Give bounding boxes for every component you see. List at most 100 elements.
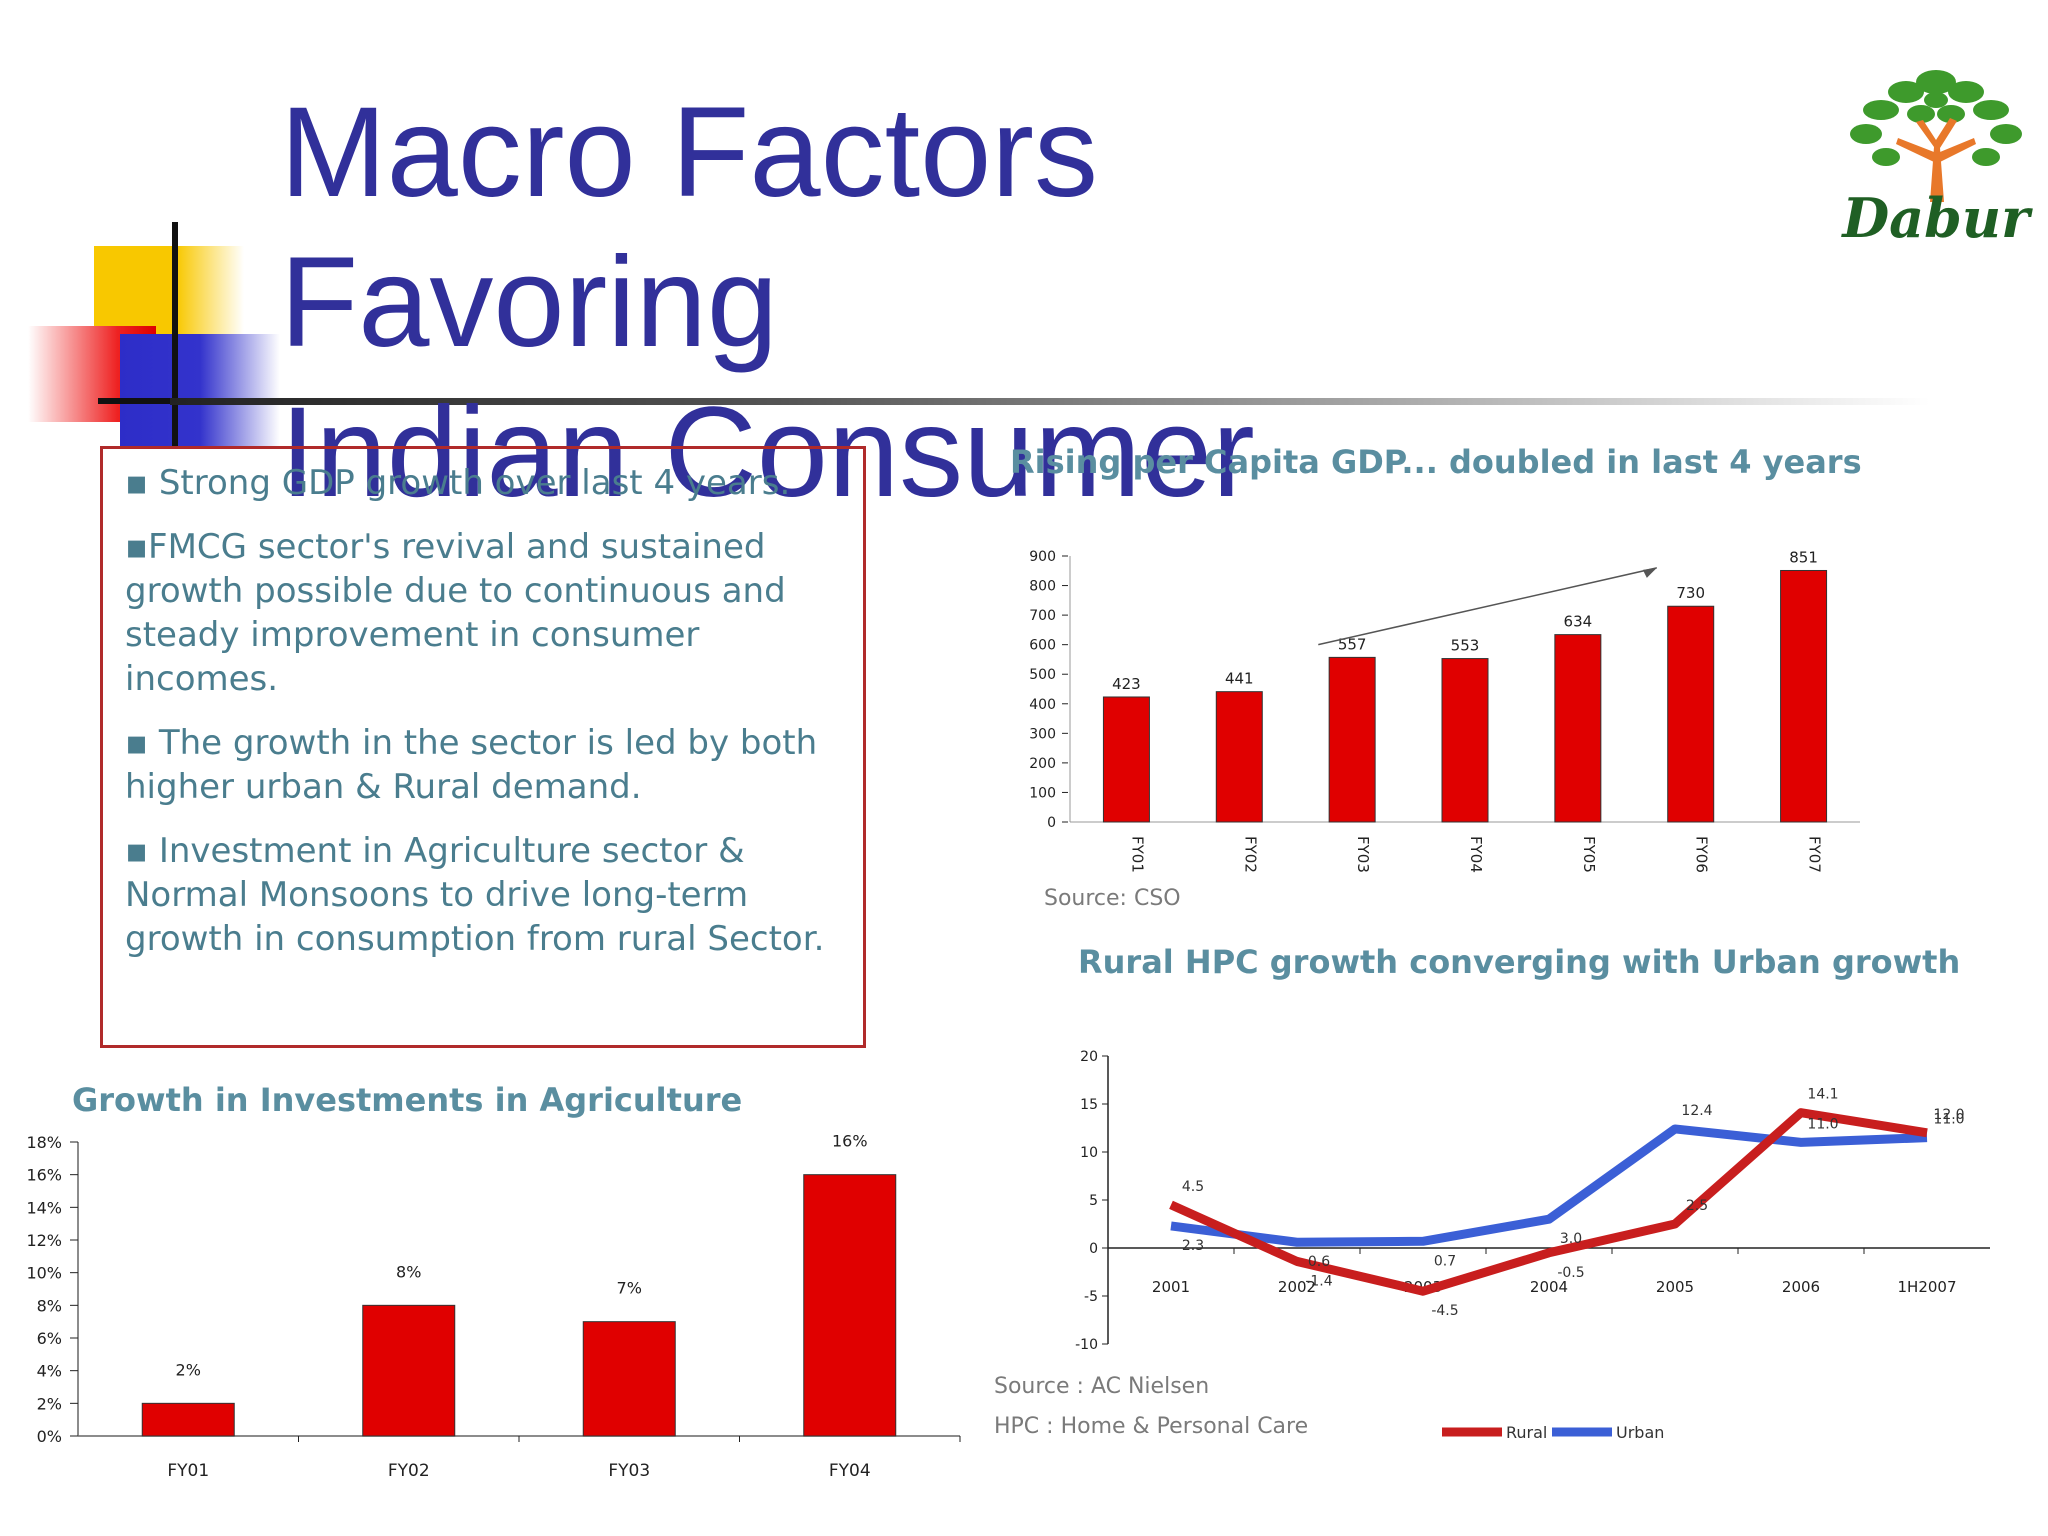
- agri-y-tick-label: 18%: [26, 1133, 62, 1152]
- gdp-bar-FY01: [1102, 696, 1150, 823]
- agri-y-tick-label: 2%: [37, 1394, 62, 1413]
- bullet-agriculture-investment: ▪ Investment in Agriculture sector & Nor…: [125, 831, 825, 959]
- dabur-logo-text: Dabur: [1842, 186, 2030, 250]
- rural-y-tick-label: 20: [1080, 1049, 1098, 1065]
- rural-y-tick-label: 15: [1080, 1097, 1098, 1113]
- gdp-value-label: 557: [1338, 635, 1367, 653]
- agri-y-tick-label: 14%: [26, 1198, 62, 1217]
- gdp-x-tick-label: FY03: [1354, 836, 1372, 873]
- gdp-y-tick-label: 0: [1047, 815, 1056, 831]
- rural-y-tick-label: -5: [1084, 1289, 1098, 1305]
- dabur-tree-logo: [1850, 70, 2022, 202]
- agri-y-tick-label: 6%: [37, 1329, 62, 1348]
- series-line-rural: [1169, 1108, 1928, 1296]
- agri-chart-title: Growth in Investments in Agriculture: [72, 1081, 743, 1119]
- agri-bar-FY03: [582, 1321, 676, 1437]
- agri-y-tick-label: 0%: [37, 1427, 62, 1446]
- rural-x-tick-label: 2002: [1278, 1278, 1316, 1296]
- agri-x-tick-label: FY01: [167, 1461, 209, 1481]
- series-line-urban: [1170, 1124, 1928, 1247]
- gdp-y-tick-label: 800: [1029, 579, 1056, 595]
- agri-y-tick-label: 10%: [26, 1264, 62, 1283]
- rural-y-tick-label: 0: [1089, 1241, 1098, 1257]
- gdp-source-note: Source: CSO: [1044, 886, 1181, 911]
- agri-value-label: 8%: [396, 1262, 421, 1281]
- gdp-chart-title: Rising per Capita GDP... doubled in last…: [1010, 443, 1862, 481]
- agri-y-tick-label: 16%: [26, 1166, 62, 1185]
- gdp-value-label: 634: [1564, 613, 1593, 631]
- agri-bar-FY02: [362, 1304, 456, 1437]
- agri-x-tick-label: FY03: [608, 1461, 650, 1481]
- decorative-vertical-line: [172, 222, 178, 446]
- series-label-urban: 11.0: [1807, 1116, 1838, 1132]
- gdp-y-tick-label: 100: [1029, 785, 1056, 801]
- rural-source-note: Source : AC Nielsen: [994, 1374, 1210, 1399]
- bullet-gdp-growth: ▪ Strong GDP growth over last 4 years.: [125, 463, 791, 503]
- gdp-bar-FY04: [1441, 658, 1489, 823]
- rural-x-tick-label: 2006: [1782, 1278, 1820, 1296]
- hpc-footnote: HPC : Home & Personal Care: [994, 1414, 1309, 1439]
- rural-x-tick-label: 1H2007: [1898, 1278, 1957, 1296]
- gdp-value-label: 851: [1789, 548, 1818, 566]
- rural-y-tick-label: -10: [1075, 1337, 1098, 1353]
- title-underline-rule: [170, 398, 1930, 405]
- gdp-trend-arrow-line: [1318, 567, 1658, 646]
- gdp-value-label: 730: [1676, 584, 1705, 602]
- series-label-urban: 0.7: [1434, 1253, 1456, 1269]
- slide-title-line2: Indian Consumer: [280, 381, 1255, 524]
- agri-bar-FY04: [803, 1174, 897, 1437]
- gdp-per-capita-chart: 0 100 200 300 400 500 600 700 800 900 423 FY01 441 FY…: [1029, 548, 1860, 873]
- series-label-rural: -0.5: [1557, 1265, 1584, 1281]
- agri-investment-chart: 0% 2% 4% 6% 8% 10% 12% 14% 16% 18% 2% FY01 8% FY02 7% F…: [26, 1132, 961, 1481]
- bullet-fmcg-revival: ▪FMCG sector's revival and sustained gro…: [125, 527, 786, 699]
- gdp-bar-FY05: [1554, 634, 1602, 823]
- series-label-rural: 12.0: [1933, 1107, 1964, 1123]
- gdp-bar-FY06: [1667, 605, 1715, 823]
- series-label-rural: 4.5: [1182, 1179, 1204, 1195]
- rural-x-tick-label: 2004: [1530, 1278, 1568, 1296]
- series-label-urban: 0.6: [1308, 1254, 1330, 1270]
- bullet-urban-rural-demand: ▪ The growth in the sector is led by bot…: [125, 723, 818, 807]
- rural-y-tick-label: 10: [1080, 1145, 1098, 1161]
- agri-y-tick-label: 12%: [26, 1231, 62, 1250]
- gdp-y-tick-label: 700: [1029, 608, 1056, 624]
- decorative-blue-square: [120, 334, 280, 446]
- series-label-urban: 12.4: [1681, 1103, 1712, 1119]
- series-label-rural: -4.5: [1431, 1303, 1458, 1319]
- gdp-trend-arrow-head: [1642, 567, 1657, 578]
- gdp-value-label: 423: [1112, 675, 1141, 693]
- agri-value-label: 2%: [176, 1360, 201, 1379]
- series-label-rural: -1.4: [1305, 1273, 1332, 1289]
- gdp-y-tick-label: 200: [1029, 756, 1056, 772]
- legend-label-urban: Urban: [1616, 1423, 1664, 1442]
- series-label-urban: 11.0: [1933, 1112, 1964, 1128]
- gdp-y-tick-label: 300: [1029, 726, 1056, 742]
- gdp-value-label: 441: [1225, 670, 1254, 688]
- gdp-y-tick-label: 600: [1029, 638, 1056, 654]
- agri-bar-FY01: [141, 1402, 235, 1437]
- legend-label-rural: Rural: [1506, 1423, 1547, 1442]
- agri-value-label: 7%: [617, 1279, 642, 1298]
- gdp-bar-FY02: [1215, 691, 1263, 823]
- rural-x-tick-label: 2005: [1656, 1278, 1694, 1296]
- decorative-horizontal-line: [98, 398, 190, 404]
- slide-title-line1: Macro Factors Favoring: [280, 81, 1098, 374]
- agri-value-label: 16%: [832, 1132, 868, 1151]
- gdp-x-tick-label: FY07: [1806, 836, 1824, 873]
- gdp-value-label: 553: [1451, 637, 1480, 655]
- agri-y-tick-label: 8%: [37, 1296, 62, 1315]
- gdp-y-tick-label: 900: [1029, 549, 1056, 565]
- rural-chart-title: Rural HPC growth converging with Urban g…: [1078, 943, 1961, 981]
- agri-x-tick-label: FY02: [388, 1461, 430, 1481]
- gdp-x-tick-label: FY04: [1467, 836, 1485, 873]
- series-label-urban: 3.0: [1560, 1231, 1582, 1247]
- rural-y-tick-label: 5: [1089, 1193, 1098, 1209]
- series-label-rural: 2.5: [1686, 1198, 1708, 1214]
- series-label-rural: 14.1: [1807, 1087, 1838, 1103]
- key-points-box: ▪ Strong GDP growth over last 4 years. ▪…: [100, 446, 866, 1048]
- gdp-bar-FY03: [1328, 656, 1376, 823]
- gdp-y-tick-label: 500: [1029, 667, 1056, 683]
- agri-y-tick-label: 4%: [37, 1362, 62, 1381]
- series-label-urban: 2.3: [1182, 1238, 1204, 1254]
